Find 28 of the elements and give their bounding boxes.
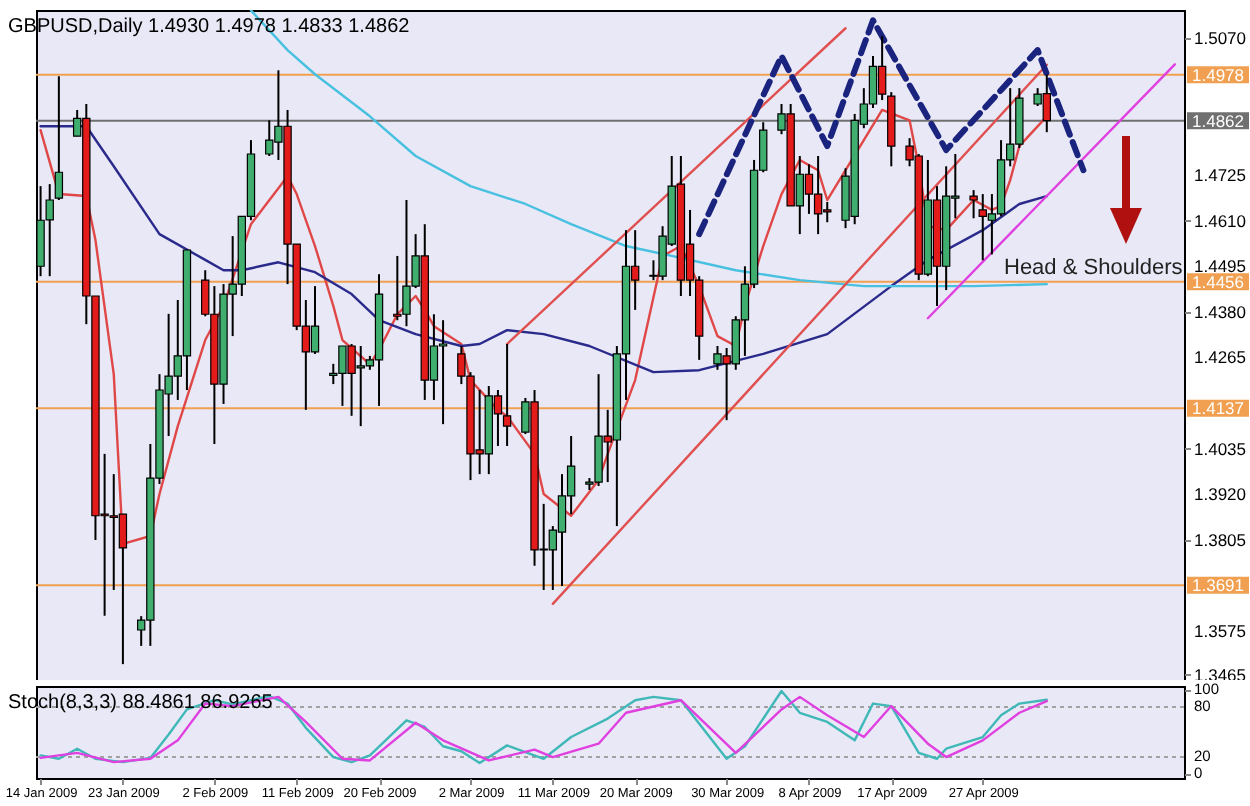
candlestick: [877, 35, 887, 102]
ref-line-label: 1.4862: [1192, 110, 1245, 131]
y-tick-label: 1.3575: [1194, 621, 1247, 642]
ref-line-label: 1.3691: [1192, 575, 1245, 596]
ref-line-label: 1.4978: [1192, 64, 1245, 85]
candlestick: [804, 163, 814, 215]
candlestick: [493, 389, 503, 447]
candlestick: [969, 189, 978, 220]
candlestick: [557, 473, 567, 587]
candlestick: [54, 75, 64, 202]
y-tick-label: 1.4265: [1194, 347, 1247, 368]
y-tick-label: 1.4725: [1194, 165, 1247, 186]
y-tick-label: 1.3805: [1194, 529, 1247, 550]
y-tick-label: 1.5070: [1194, 28, 1247, 49]
candlestick: [502, 343, 512, 447]
y-tick-label: 1.4610: [1194, 210, 1247, 231]
candlestick: [438, 319, 448, 426]
y-tick-label: 1.4380: [1194, 301, 1247, 322]
ref-line-label: 1.4137: [1192, 398, 1245, 419]
ref-line-label: 1.4456: [1192, 271, 1245, 292]
candlestick: [45, 183, 54, 278]
y-tick-label: 1.3920: [1194, 484, 1247, 505]
y-tick-label: 1.4035: [1194, 438, 1247, 459]
candlestick: [118, 513, 128, 666]
y-tick-label: 1.4495: [1194, 256, 1247, 277]
candlestick: [310, 285, 320, 355]
line-series: [696, 17, 1087, 238]
annotation: Head & Shoulders: [1004, 256, 1184, 280]
